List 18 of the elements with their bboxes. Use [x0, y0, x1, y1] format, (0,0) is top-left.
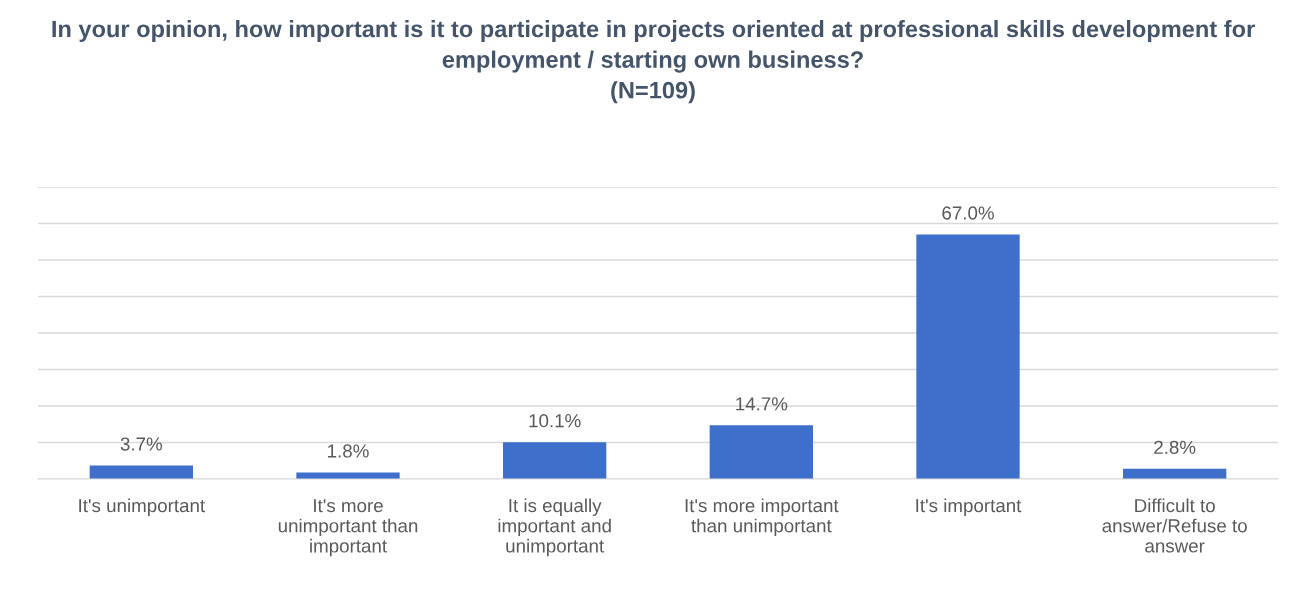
data-label: 3.7%	[120, 437, 163, 451]
data-label: 10.1%	[529, 414, 581, 428]
x-tick-label: It's more unimportant than important	[278, 499, 418, 557]
x-tick-label: It's more important than unimportant	[685, 498, 839, 537]
bar	[296, 472, 400, 479]
data-label: 2.8%	[1154, 440, 1196, 454]
data-label: 67.0%	[942, 206, 994, 220]
bar	[89, 465, 193, 479]
x-tick-label: Difficult to answer/Refuse to answer	[1102, 498, 1247, 553]
data-label: 14.7%	[736, 397, 788, 411]
x-tick-label: It is equally important and unimportant	[498, 498, 611, 557]
data-label: 1.8%	[328, 444, 369, 458]
bar	[503, 442, 607, 479]
bar	[709, 425, 813, 479]
bar	[916, 234, 1020, 479]
x-tick-label: It's unimportant	[79, 498, 205, 516]
x-tick-label: It's important	[916, 498, 1022, 516]
chart-title: In your opinion, how important is it to participate in projects oriented at professional skills development for employment / starting own business? (N=109)	[52, 20, 1255, 104]
